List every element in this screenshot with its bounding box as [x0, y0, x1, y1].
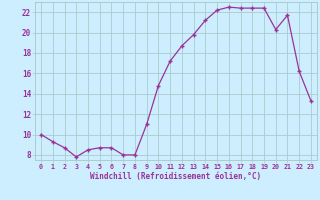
X-axis label: Windchill (Refroidissement éolien,°C): Windchill (Refroidissement éolien,°C): [91, 172, 261, 181]
